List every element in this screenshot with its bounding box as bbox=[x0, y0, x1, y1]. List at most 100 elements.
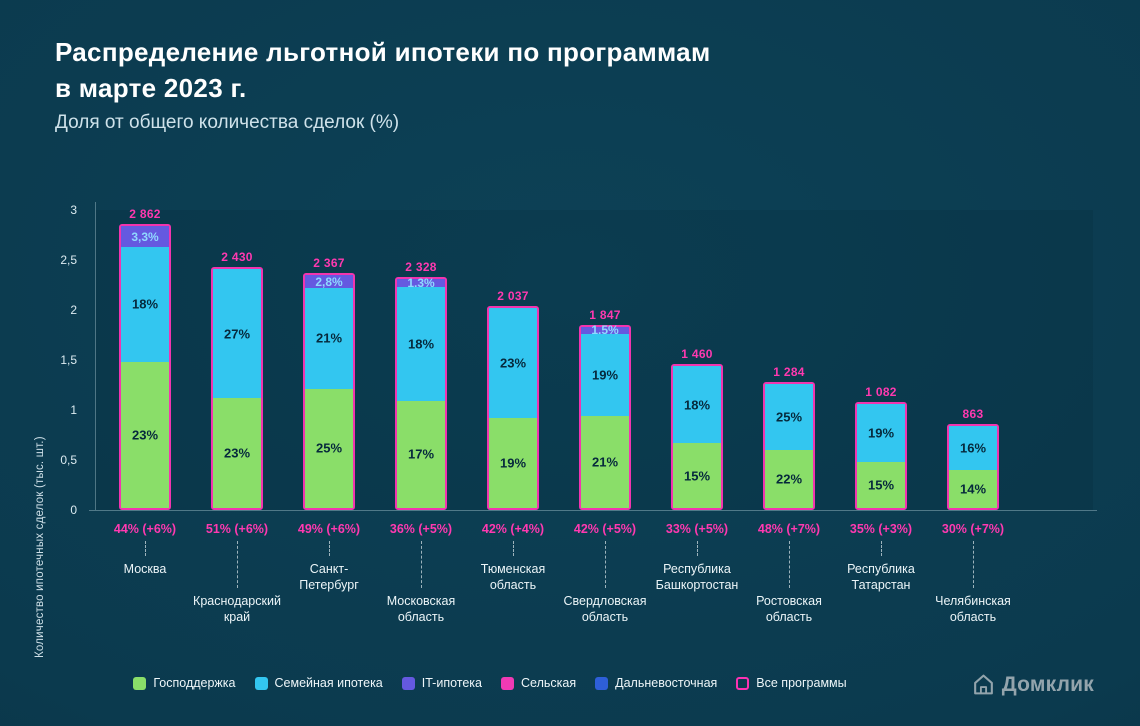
bar-total-label: 1 847 bbox=[589, 308, 621, 322]
segment-label: 23% bbox=[499, 355, 527, 371]
y-tick-label: 3 bbox=[70, 203, 77, 217]
x-axis-tick bbox=[420, 541, 422, 588]
region-label: Краснодарский край bbox=[193, 593, 281, 625]
region-label-line: Московская bbox=[386, 594, 456, 608]
segment-label: 14% bbox=[959, 481, 987, 497]
share-label: 33% (+5%) bbox=[665, 522, 729, 536]
region-column: 2 328 1,3% 18% 17% 36% (+5%) Московская област… bbox=[375, 188, 467, 625]
y-tick-label: 2,5 bbox=[60, 253, 77, 267]
legend-swatch bbox=[133, 676, 147, 690]
bar-segment: 1,3% bbox=[397, 276, 445, 291]
share-label: 51% (+6%) bbox=[205, 522, 269, 536]
legend-item: Дальневосточная bbox=[595, 676, 717, 690]
bar-segment: 23% bbox=[489, 308, 537, 418]
page-title: Распределение льготной ипотеки по програ… bbox=[55, 34, 710, 106]
segment-label: 21% bbox=[315, 330, 343, 346]
bar-zone: 2 430 27% 23% bbox=[211, 188, 263, 510]
segment-label: 25% bbox=[775, 409, 803, 425]
y-axis-tick-labels: 3 2,5 2 1,5 1 0,5 0 bbox=[43, 188, 85, 517]
region-label-line: Тюменская bbox=[480, 562, 546, 576]
chart-subtitle: Доля от общего количества сделок (%) bbox=[55, 112, 400, 133]
share-label: 36% (+5%) bbox=[389, 522, 453, 536]
segment-label: 17% bbox=[407, 446, 435, 462]
bar-segment: 25% bbox=[765, 384, 813, 450]
bar-total-label: 2 430 bbox=[221, 250, 253, 264]
region-label-line: край bbox=[223, 610, 251, 624]
bar-zone: 1 847 1,5% 19% 21% bbox=[579, 188, 631, 510]
bar-zone: 2 862 3,3% 18% 23% bbox=[119, 188, 171, 510]
share-label: 42% (+4%) bbox=[481, 522, 545, 536]
bar-segment: 23% bbox=[121, 361, 169, 508]
bar-segment: 27% bbox=[213, 269, 261, 399]
region-label-line: область bbox=[397, 610, 445, 624]
region-label-line: Челябинская bbox=[935, 594, 1011, 608]
bar-zone: 2 367 2,8% 21% 25% bbox=[303, 188, 355, 510]
bar-total-label: 2 328 bbox=[405, 260, 437, 274]
region-column: 1 284 25% 22% 48% (+7%) Ростовская область bbox=[743, 188, 835, 625]
y-tick-label: 1 bbox=[70, 403, 77, 417]
bar-total-label: 863 bbox=[962, 407, 984, 421]
bar-chart-plot: 3 2,5 2 1,5 1 0,5 0 Количество ипотечных сдело… bbox=[34, 188, 1107, 658]
house-icon bbox=[973, 674, 993, 695]
segment-label: 19% bbox=[591, 367, 619, 383]
region-label-line: область bbox=[489, 578, 537, 592]
region-label-line: Краснодарский bbox=[193, 594, 281, 608]
share-label: 42% (+5%) bbox=[573, 522, 637, 536]
region-label: Ростовская область bbox=[756, 593, 822, 625]
bar-segment: 19% bbox=[489, 417, 537, 508]
stacked-bar: 16% 14% bbox=[947, 424, 999, 510]
region-label: Свердловская область bbox=[563, 593, 646, 625]
x-axis-line bbox=[89, 510, 1097, 511]
segment-label: 18% bbox=[683, 397, 711, 413]
stacked-bar: 2,8% 21% 25% bbox=[303, 273, 355, 510]
logo-text: Домклик bbox=[1001, 672, 1094, 696]
segment-label: 1,3% bbox=[407, 276, 435, 291]
segment-label: 23% bbox=[131, 427, 159, 443]
bar-zone: 1 460 18% 15% bbox=[671, 188, 723, 510]
region-label-line: Свердловская bbox=[563, 594, 647, 608]
region-label: Тюменская область bbox=[481, 561, 545, 593]
bar-segment: 17% bbox=[397, 400, 445, 508]
bar-segment: 14% bbox=[949, 469, 997, 508]
x-axis-tick bbox=[236, 541, 238, 588]
x-axis-tick bbox=[144, 541, 146, 556]
share-label: 35% (+3%) bbox=[849, 522, 913, 536]
segment-label: 18% bbox=[131, 296, 159, 312]
region-label-line: Татарстан bbox=[851, 578, 911, 592]
bar-segment: 25% bbox=[305, 388, 353, 508]
legend-label: Все программы bbox=[756, 676, 847, 690]
segment-label: 16% bbox=[959, 440, 987, 456]
stacked-bar: 1,5% 19% 21% bbox=[579, 323, 631, 510]
legend-item: IT-ипотека bbox=[401, 676, 483, 690]
region-label-line: область bbox=[949, 610, 997, 624]
x-axis-tick bbox=[512, 541, 514, 556]
legend-swatch bbox=[254, 676, 268, 690]
region-column: 2 037 23% 19% 42% (+4%) Тюменская область bbox=[467, 188, 559, 625]
bar-segment: 15% bbox=[673, 443, 721, 508]
region-label-line: Ростовская bbox=[756, 594, 822, 608]
bar-segment: 16% bbox=[949, 426, 997, 470]
title-line-1: Распределение льготной ипотеки по програ… bbox=[55, 37, 711, 67]
segment-label: 22% bbox=[775, 471, 803, 487]
bar-segment: 18% bbox=[673, 366, 721, 444]
legend-label: Господдержка bbox=[153, 676, 236, 690]
share-label: 48% (+7%) bbox=[757, 522, 821, 536]
share-label: 49% (+6%) bbox=[297, 522, 361, 536]
x-axis-tick bbox=[328, 541, 330, 556]
bar-total-label: 1 284 bbox=[773, 365, 805, 379]
bar-segment: 18% bbox=[121, 247, 169, 362]
legend-swatch bbox=[401, 676, 415, 690]
segment-label: 15% bbox=[683, 468, 711, 484]
legend-swatch bbox=[595, 676, 609, 690]
segment-label: 2,8% bbox=[315, 274, 343, 289]
segment-label: 27% bbox=[223, 326, 251, 342]
x-axis-tick bbox=[696, 541, 698, 556]
stacked-bar: 27% 23% bbox=[211, 267, 263, 510]
bar-columns: 2 862 3,3% 18% 23% 44% (+6%) Москва 2 430 27% 23… bbox=[99, 188, 1019, 625]
x-axis-tick bbox=[788, 541, 790, 588]
region-label-line: Республика bbox=[847, 562, 915, 576]
legend-swatch bbox=[501, 676, 515, 690]
region-label: Московская область bbox=[387, 593, 456, 625]
legend-label: IT-ипотека bbox=[421, 676, 483, 690]
